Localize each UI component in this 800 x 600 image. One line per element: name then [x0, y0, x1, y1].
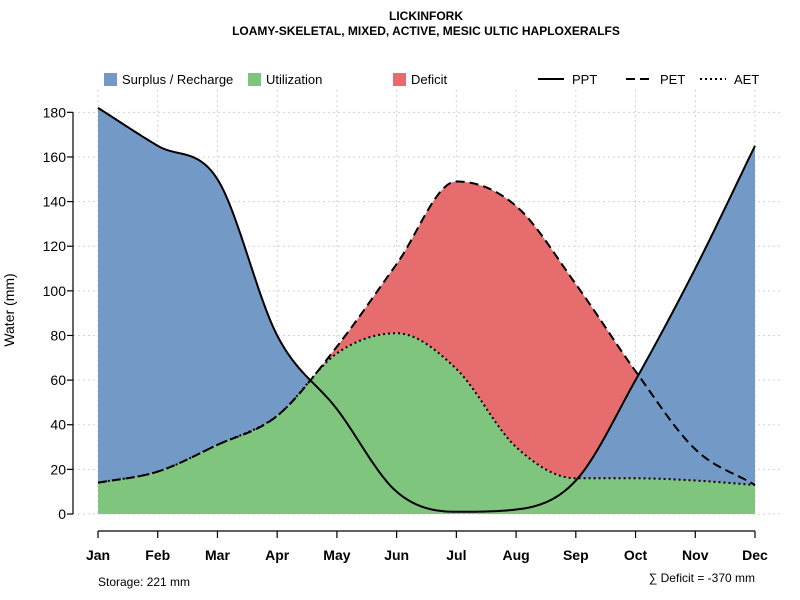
- y-tick-label: 0: [58, 506, 66, 522]
- storage-annotation: Storage: 221 mm: [98, 575, 190, 589]
- y-tick-label: 100: [43, 283, 67, 299]
- axes: 0 20 40 60 80 100 120 140 160 180 Jan Feb Mar Apr May J…: [43, 104, 768, 563]
- x-tick-label: Jul: [446, 547, 466, 563]
- x-tick-label: Dec: [742, 547, 768, 563]
- y-tick-label: 40: [50, 417, 66, 433]
- legend-swatch-surplus-recharge: [104, 73, 117, 86]
- deficit-area: [98, 181, 755, 485]
- legend-label: Surplus / Recharge: [122, 72, 233, 87]
- series-lines: [97, 107, 756, 513]
- area-fills: [98, 107, 755, 514]
- x-tick-label: Nov: [682, 547, 709, 563]
- legend-label: PET: [660, 72, 685, 87]
- y-tick-label: 180: [43, 104, 67, 120]
- y-tick-label: 140: [43, 194, 67, 210]
- x-tick-label: Apr: [265, 547, 290, 563]
- y-axis-label: Water (mm): [1, 273, 17, 346]
- x-tick-label: Sep: [563, 547, 589, 563]
- legend-swatch-deficit: [393, 73, 406, 86]
- x-tick-label: Mar: [205, 547, 230, 563]
- x-tick-label: May: [323, 547, 350, 563]
- y-tick-label: 80: [50, 327, 66, 343]
- y-tick-label: 60: [50, 372, 66, 388]
- legend-swatch-utilization: [248, 73, 261, 86]
- chart-title: LICKINFORK: [389, 9, 463, 23]
- x-tick-label: Aug: [502, 547, 529, 563]
- deficit-annotation: ∑ Deficit = -370 mm: [649, 571, 755, 585]
- y-tick-label: 120: [43, 238, 67, 254]
- legend-label: PPT: [572, 72, 597, 87]
- x-tick-label: Oct: [624, 547, 648, 563]
- chart-subtitle: LOAMY-SKELETAL, MIXED, ACTIVE, MESIC ULT…: [232, 24, 620, 38]
- legend: Surplus / Recharge Utilization Deficit PPT P…: [104, 72, 759, 87]
- x-tick-label: Jan: [86, 547, 110, 563]
- legend-label: AET: [734, 72, 759, 87]
- y-tick-label: 20: [50, 461, 66, 477]
- legend-label: Utilization: [266, 72, 322, 87]
- surplus-recharge-area: [98, 107, 755, 485]
- x-tick-label: Feb: [145, 547, 170, 563]
- y-tick-label: 160: [43, 149, 67, 165]
- series-line-ppt: [97, 107, 756, 513]
- legend-label: Deficit: [411, 72, 448, 87]
- series-line-aet: [97, 332, 756, 486]
- utilization-area: [98, 333, 755, 514]
- x-tick-label: Jun: [384, 547, 409, 563]
